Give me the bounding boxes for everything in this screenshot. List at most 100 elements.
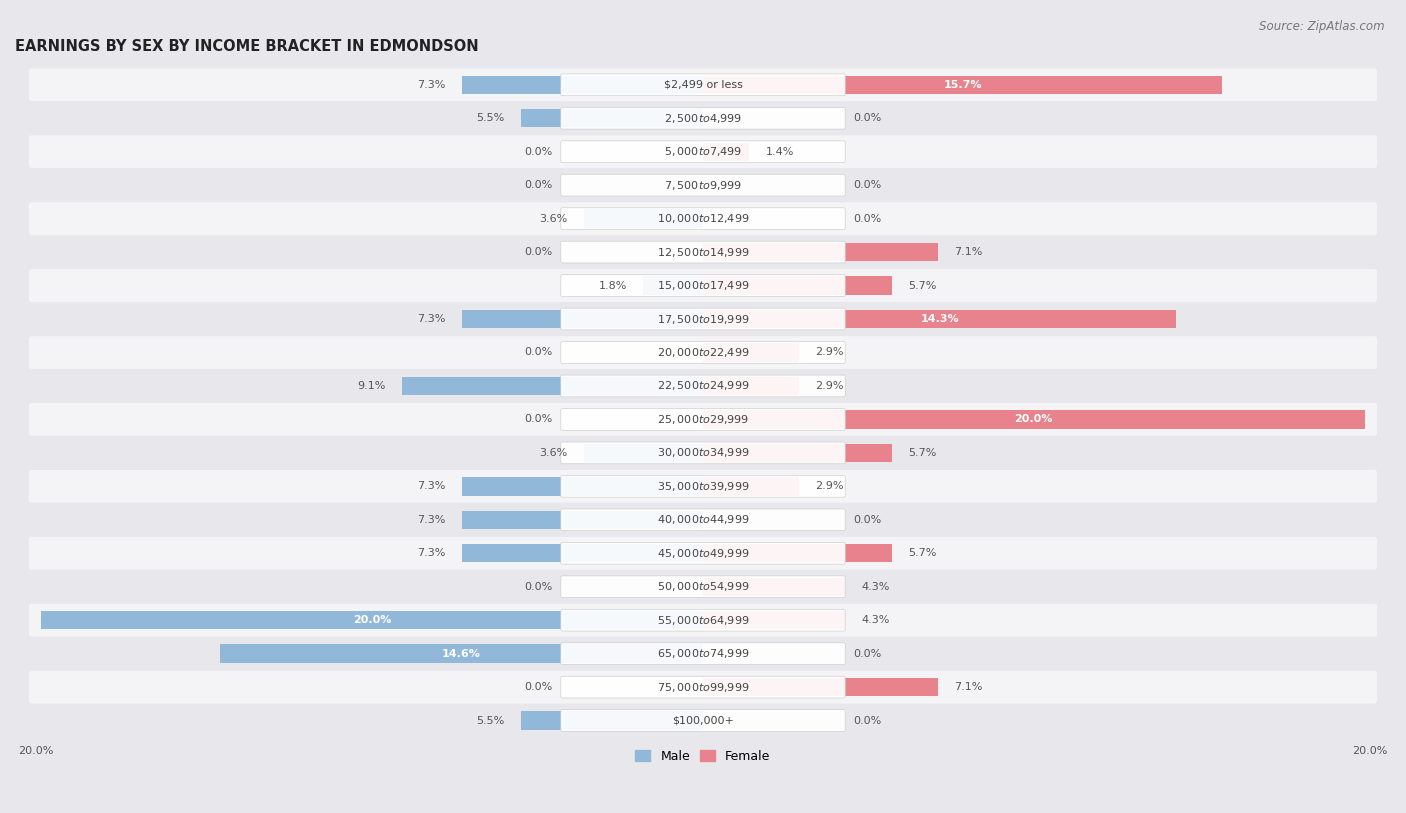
FancyBboxPatch shape <box>561 710 845 732</box>
Text: 9.1%: 9.1% <box>357 381 385 391</box>
Text: 0.0%: 0.0% <box>524 146 553 157</box>
Text: 20.0%: 20.0% <box>1015 415 1053 424</box>
FancyBboxPatch shape <box>561 275 845 297</box>
FancyBboxPatch shape <box>561 375 845 397</box>
Text: 15.7%: 15.7% <box>943 80 981 89</box>
FancyBboxPatch shape <box>30 671 1376 703</box>
Text: 7.3%: 7.3% <box>416 515 446 525</box>
FancyBboxPatch shape <box>561 208 845 229</box>
Bar <box>703 611 845 629</box>
Text: 7.3%: 7.3% <box>416 80 446 89</box>
FancyBboxPatch shape <box>561 341 845 363</box>
FancyBboxPatch shape <box>30 470 1376 502</box>
Text: 5.7%: 5.7% <box>908 280 936 290</box>
Text: $15,000 to $17,499: $15,000 to $17,499 <box>657 279 749 292</box>
FancyBboxPatch shape <box>30 236 1376 268</box>
FancyBboxPatch shape <box>30 537 1376 570</box>
Text: $30,000 to $34,999: $30,000 to $34,999 <box>657 446 749 459</box>
Bar <box>703 343 799 362</box>
Text: $45,000 to $49,999: $45,000 to $49,999 <box>657 547 749 560</box>
Text: 0.0%: 0.0% <box>524 247 553 257</box>
Text: 0.0%: 0.0% <box>853 649 882 659</box>
Text: 0.0%: 0.0% <box>524 180 553 190</box>
Text: 5.7%: 5.7% <box>908 548 936 559</box>
Text: 4.3%: 4.3% <box>862 582 890 592</box>
Text: 3.6%: 3.6% <box>538 214 568 224</box>
Text: EARNINGS BY SEX BY INCOME BRACKET IN EDMONDSON: EARNINGS BY SEX BY INCOME BRACKET IN EDM… <box>15 39 478 54</box>
Text: $7,500 to $9,999: $7,500 to $9,999 <box>664 179 742 192</box>
Text: 20.0%: 20.0% <box>1353 746 1388 756</box>
Text: 20.0%: 20.0% <box>18 746 53 756</box>
Bar <box>583 210 703 228</box>
FancyBboxPatch shape <box>561 74 845 96</box>
Text: $17,500 to $19,999: $17,500 to $19,999 <box>657 312 749 325</box>
Text: $22,500 to $24,999: $22,500 to $24,999 <box>657 380 749 393</box>
FancyBboxPatch shape <box>561 476 845 498</box>
Text: 0.0%: 0.0% <box>853 715 882 725</box>
FancyBboxPatch shape <box>30 169 1376 202</box>
Bar <box>703 376 799 395</box>
Text: 5.5%: 5.5% <box>477 715 505 725</box>
Text: Source: ZipAtlas.com: Source: ZipAtlas.com <box>1260 20 1385 33</box>
Text: $25,000 to $29,999: $25,000 to $29,999 <box>657 413 749 426</box>
Text: 20.0%: 20.0% <box>353 615 391 625</box>
Bar <box>703 544 891 563</box>
Text: 0.0%: 0.0% <box>853 214 882 224</box>
FancyBboxPatch shape <box>30 403 1376 436</box>
Text: $10,000 to $12,499: $10,000 to $12,499 <box>657 212 749 225</box>
Text: $50,000 to $54,999: $50,000 to $54,999 <box>657 580 749 593</box>
Text: $55,000 to $64,999: $55,000 to $64,999 <box>657 614 749 627</box>
Text: 3.6%: 3.6% <box>538 448 568 458</box>
Text: 1.8%: 1.8% <box>599 280 627 290</box>
Text: 2.9%: 2.9% <box>815 347 844 358</box>
Bar <box>703 276 891 295</box>
FancyBboxPatch shape <box>561 107 845 129</box>
Bar <box>402 376 703 395</box>
FancyBboxPatch shape <box>561 442 845 463</box>
FancyBboxPatch shape <box>561 542 845 564</box>
FancyBboxPatch shape <box>561 308 845 330</box>
FancyBboxPatch shape <box>30 102 1376 135</box>
FancyBboxPatch shape <box>30 503 1376 537</box>
Bar <box>703 477 799 496</box>
Bar <box>461 477 703 496</box>
Text: $5,000 to $7,499: $5,000 to $7,499 <box>664 146 742 159</box>
Text: 7.3%: 7.3% <box>416 314 446 324</box>
Bar <box>703 411 1365 428</box>
Bar <box>522 109 703 128</box>
FancyBboxPatch shape <box>30 637 1376 670</box>
FancyBboxPatch shape <box>561 241 845 263</box>
FancyBboxPatch shape <box>30 704 1376 737</box>
Bar <box>522 711 703 730</box>
Text: 2.9%: 2.9% <box>815 481 844 491</box>
Text: 7.1%: 7.1% <box>955 247 983 257</box>
Text: 5.7%: 5.7% <box>908 448 936 458</box>
Text: 0.0%: 0.0% <box>524 347 553 358</box>
FancyBboxPatch shape <box>30 336 1376 369</box>
Text: $75,000 to $99,999: $75,000 to $99,999 <box>657 680 749 693</box>
FancyBboxPatch shape <box>30 370 1376 402</box>
Bar <box>41 611 703 629</box>
Bar <box>703 142 749 161</box>
FancyBboxPatch shape <box>30 604 1376 637</box>
Text: 7.1%: 7.1% <box>955 682 983 692</box>
Text: $2,499 or less: $2,499 or less <box>664 80 742 89</box>
Text: 7.3%: 7.3% <box>416 481 446 491</box>
Text: 14.3%: 14.3% <box>920 314 959 324</box>
FancyBboxPatch shape <box>30 302 1376 336</box>
Bar <box>644 276 703 295</box>
Text: 0.0%: 0.0% <box>524 682 553 692</box>
Text: 0.0%: 0.0% <box>853 113 882 124</box>
FancyBboxPatch shape <box>561 676 845 698</box>
Bar <box>703 76 1222 94</box>
Text: 0.0%: 0.0% <box>524 582 553 592</box>
Bar <box>703 577 845 596</box>
Bar <box>461 544 703 563</box>
Text: 0.0%: 0.0% <box>524 415 553 424</box>
Bar <box>461 310 703 328</box>
Text: $2,500 to $4,999: $2,500 to $4,999 <box>664 111 742 124</box>
FancyBboxPatch shape <box>30 437 1376 469</box>
FancyBboxPatch shape <box>30 269 1376 302</box>
Bar <box>703 243 938 261</box>
Bar <box>703 310 1175 328</box>
